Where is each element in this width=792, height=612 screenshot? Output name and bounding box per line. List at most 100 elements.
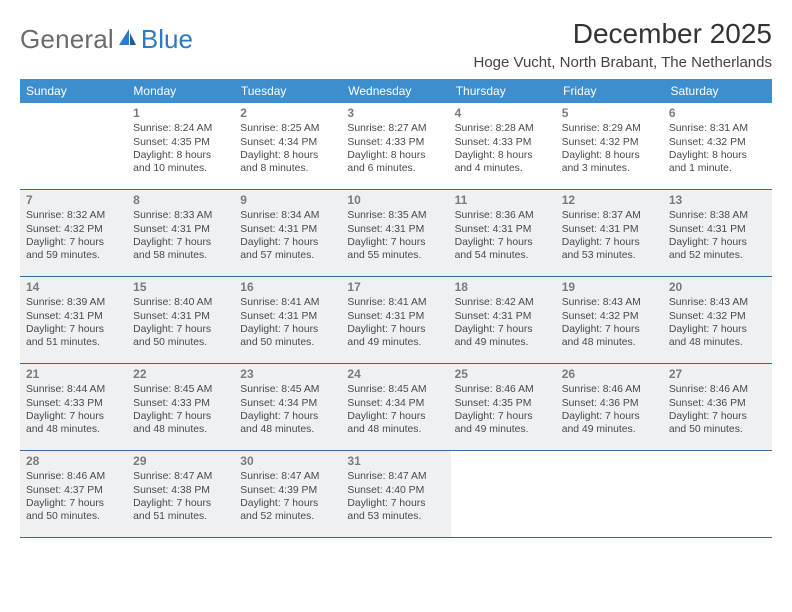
daylight-text-2: and 49 minutes.: [455, 423, 554, 436]
day-number: 14: [26, 280, 125, 295]
day-number: 15: [133, 280, 232, 295]
day-number: 1: [133, 106, 232, 121]
sunset-text: Sunset: 4:33 PM: [26, 397, 125, 410]
daylight-text-2: and 57 minutes.: [240, 249, 339, 262]
sunrise-text: Sunrise: 8:32 AM: [26, 209, 125, 222]
daylight-text-1: Daylight: 7 hours: [669, 410, 768, 423]
daylight-text-2: and 55 minutes.: [347, 249, 446, 262]
day-number: 8: [133, 193, 232, 208]
sunrise-text: Sunrise: 8:46 AM: [562, 383, 661, 396]
sunrise-text: Sunrise: 8:44 AM: [26, 383, 125, 396]
daylight-text-2: and 49 minutes.: [347, 336, 446, 349]
sunset-text: Sunset: 4:31 PM: [455, 310, 554, 323]
day-number: 23: [240, 367, 339, 382]
daylight-text-2: and 53 minutes.: [347, 510, 446, 523]
sunrise-text: Sunrise: 8:28 AM: [455, 122, 554, 135]
weekday-header-row: SundayMondayTuesdayWednesdayThursdayFrid…: [20, 79, 772, 103]
day-cell: [20, 103, 129, 189]
sunrise-text: Sunrise: 8:43 AM: [562, 296, 661, 309]
weekday-header: Monday: [127, 79, 234, 103]
day-number: 2: [240, 106, 339, 121]
sunset-text: Sunset: 4:31 PM: [562, 223, 661, 236]
day-number: 30: [240, 454, 339, 469]
sunset-text: Sunset: 4:31 PM: [26, 310, 125, 323]
daylight-text-1: Daylight: 7 hours: [455, 410, 554, 423]
logo-text-blue: Blue: [141, 24, 193, 55]
week-row: 21Sunrise: 8:44 AMSunset: 4:33 PMDayligh…: [20, 364, 772, 451]
sunset-text: Sunset: 4:36 PM: [562, 397, 661, 410]
day-cell: 25Sunrise: 8:46 AMSunset: 4:35 PMDayligh…: [451, 364, 558, 450]
daylight-text-1: Daylight: 8 hours: [562, 149, 661, 162]
daylight-text-1: Daylight: 7 hours: [347, 497, 446, 510]
weeks-container: 1Sunrise: 8:24 AMSunset: 4:35 PMDaylight…: [20, 103, 772, 538]
daylight-text-1: Daylight: 7 hours: [347, 323, 446, 336]
week-row: 28Sunrise: 8:46 AMSunset: 4:37 PMDayligh…: [20, 451, 772, 538]
day-cell: 11Sunrise: 8:36 AMSunset: 4:31 PMDayligh…: [451, 190, 558, 276]
day-number: 22: [133, 367, 232, 382]
daylight-text-2: and 49 minutes.: [562, 423, 661, 436]
day-number: 3: [347, 106, 446, 121]
day-cell: 22Sunrise: 8:45 AMSunset: 4:33 PMDayligh…: [129, 364, 236, 450]
daylight-text-2: and 50 minutes.: [669, 423, 768, 436]
sunset-text: Sunset: 4:31 PM: [347, 223, 446, 236]
sunset-text: Sunset: 4:31 PM: [347, 310, 446, 323]
sunset-text: Sunset: 4:31 PM: [240, 223, 339, 236]
sunrise-text: Sunrise: 8:46 AM: [669, 383, 768, 396]
day-cell: 5Sunrise: 8:29 AMSunset: 4:32 PMDaylight…: [558, 103, 665, 189]
sunset-text: Sunset: 4:32 PM: [26, 223, 125, 236]
sunrise-text: Sunrise: 8:37 AM: [562, 209, 661, 222]
day-cell: 14Sunrise: 8:39 AMSunset: 4:31 PMDayligh…: [20, 277, 129, 363]
logo: General Blue: [20, 24, 193, 55]
daylight-text-2: and 1 minute.: [669, 162, 768, 175]
daylight-text-1: Daylight: 7 hours: [26, 497, 125, 510]
daylight-text-1: Daylight: 7 hours: [562, 410, 661, 423]
sunrise-text: Sunrise: 8:41 AM: [347, 296, 446, 309]
day-cell: 30Sunrise: 8:47 AMSunset: 4:39 PMDayligh…: [236, 451, 343, 537]
sunset-text: Sunset: 4:35 PM: [133, 136, 232, 149]
sunrise-text: Sunrise: 8:42 AM: [455, 296, 554, 309]
daylight-text-1: Daylight: 7 hours: [133, 410, 232, 423]
sunrise-text: Sunrise: 8:47 AM: [347, 470, 446, 483]
daylight-text-1: Daylight: 7 hours: [240, 497, 339, 510]
daylight-text-1: Daylight: 7 hours: [26, 410, 125, 423]
day-cell: 7Sunrise: 8:32 AMSunset: 4:32 PMDaylight…: [20, 190, 129, 276]
day-cell: 13Sunrise: 8:38 AMSunset: 4:31 PMDayligh…: [665, 190, 772, 276]
day-number: 7: [26, 193, 125, 208]
daylight-text-1: Daylight: 7 hours: [26, 323, 125, 336]
weekday-header: Friday: [557, 79, 664, 103]
sunrise-text: Sunrise: 8:29 AM: [562, 122, 661, 135]
day-cell: [665, 451, 772, 537]
sunset-text: Sunset: 4:31 PM: [240, 310, 339, 323]
sunset-text: Sunset: 4:32 PM: [669, 136, 768, 149]
day-cell: 4Sunrise: 8:28 AMSunset: 4:33 PMDaylight…: [451, 103, 558, 189]
day-cell: 31Sunrise: 8:47 AMSunset: 4:40 PMDayligh…: [343, 451, 450, 537]
sunset-text: Sunset: 4:33 PM: [133, 397, 232, 410]
day-cell: 24Sunrise: 8:45 AMSunset: 4:34 PMDayligh…: [343, 364, 450, 450]
day-cell: 17Sunrise: 8:41 AMSunset: 4:31 PMDayligh…: [343, 277, 450, 363]
weekday-header: Tuesday: [235, 79, 342, 103]
daylight-text-2: and 48 minutes.: [347, 423, 446, 436]
daylight-text-2: and 48 minutes.: [669, 336, 768, 349]
day-cell: 8Sunrise: 8:33 AMSunset: 4:31 PMDaylight…: [129, 190, 236, 276]
day-number: 21: [26, 367, 125, 382]
daylight-text-2: and 10 minutes.: [133, 162, 232, 175]
day-cell: [558, 451, 665, 537]
day-cell: 16Sunrise: 8:41 AMSunset: 4:31 PMDayligh…: [236, 277, 343, 363]
page-header: General Blue December 2025 Hoge Vucht, N…: [20, 18, 772, 71]
logo-text-general: General: [20, 24, 114, 55]
sunset-text: Sunset: 4:33 PM: [455, 136, 554, 149]
daylight-text-2: and 50 minutes.: [240, 336, 339, 349]
daylight-text-1: Daylight: 7 hours: [133, 236, 232, 249]
daylight-text-1: Daylight: 7 hours: [240, 410, 339, 423]
daylight-text-2: and 51 minutes.: [133, 510, 232, 523]
sunset-text: Sunset: 4:35 PM: [455, 397, 554, 410]
daylight-text-1: Daylight: 8 hours: [455, 149, 554, 162]
sunset-text: Sunset: 4:32 PM: [562, 310, 661, 323]
daylight-text-1: Daylight: 7 hours: [133, 497, 232, 510]
weekday-header: Saturday: [665, 79, 772, 103]
daylight-text-1: Daylight: 7 hours: [562, 236, 661, 249]
day-number: 31: [347, 454, 446, 469]
sunrise-text: Sunrise: 8:46 AM: [26, 470, 125, 483]
sunset-text: Sunset: 4:38 PM: [133, 484, 232, 497]
day-cell: 18Sunrise: 8:42 AMSunset: 4:31 PMDayligh…: [451, 277, 558, 363]
